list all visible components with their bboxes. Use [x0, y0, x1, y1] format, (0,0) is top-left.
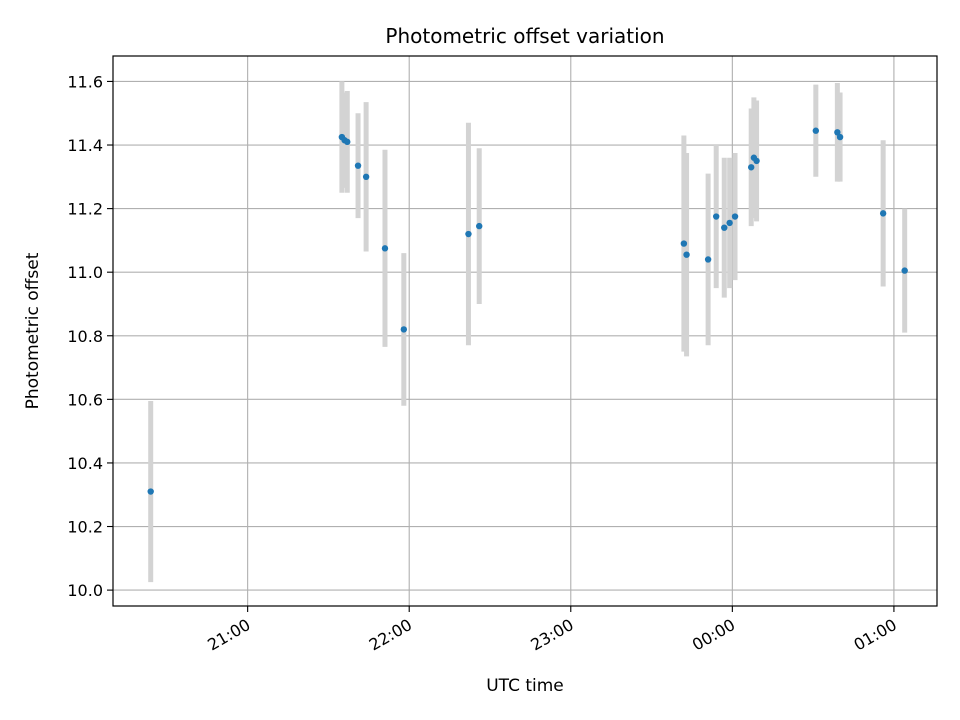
data-point [680, 240, 688, 247]
data-point [812, 127, 820, 134]
y-tick-label: 11.4 [67, 136, 103, 155]
y-axis-label: Photometric offset [23, 252, 43, 409]
data-point [834, 129, 841, 136]
plot-frame [112, 55, 938, 607]
y-tick-label: 10.0 [67, 581, 103, 600]
data-point [362, 173, 370, 181]
data-point [879, 210, 887, 217]
y-axis-ticks: 10.0 10.2 10.4 10.6 10.8 11.0 11.2 11.4 11.6 [67, 72, 113, 600]
y-tick-label: 11.6 [67, 72, 103, 91]
y-tick-label: 10.6 [67, 390, 103, 409]
data-point [381, 245, 389, 252]
y-tick-label: 10.4 [67, 454, 103, 473]
data-point [683, 251, 690, 258]
grid-lines [113, 56, 937, 606]
data-point [712, 213, 720, 220]
data-point [901, 267, 908, 274]
data-point [836, 133, 844, 141]
data-point [747, 164, 755, 171]
data-point [721, 224, 728, 231]
data-point [476, 222, 483, 230]
data-point [400, 326, 408, 333]
data-point [147, 488, 154, 495]
data-point [354, 162, 362, 169]
data-point [726, 219, 733, 227]
data-point [731, 213, 739, 220]
plot-area [113, 56, 937, 606]
data-point [344, 138, 351, 146]
chart-title: Photometric offset variation [385, 24, 664, 48]
y-tick-label: 10.2 [67, 518, 103, 537]
y-tick-label: 11.2 [67, 200, 103, 219]
data-point [753, 157, 760, 165]
data-point [704, 256, 712, 263]
data-point [465, 230, 472, 238]
data-points [147, 127, 908, 495]
y-tick-label: 11.0 [67, 263, 103, 282]
y-tick-label: 10.8 [67, 327, 103, 346]
x-axis-label: UTC time [486, 676, 564, 696]
